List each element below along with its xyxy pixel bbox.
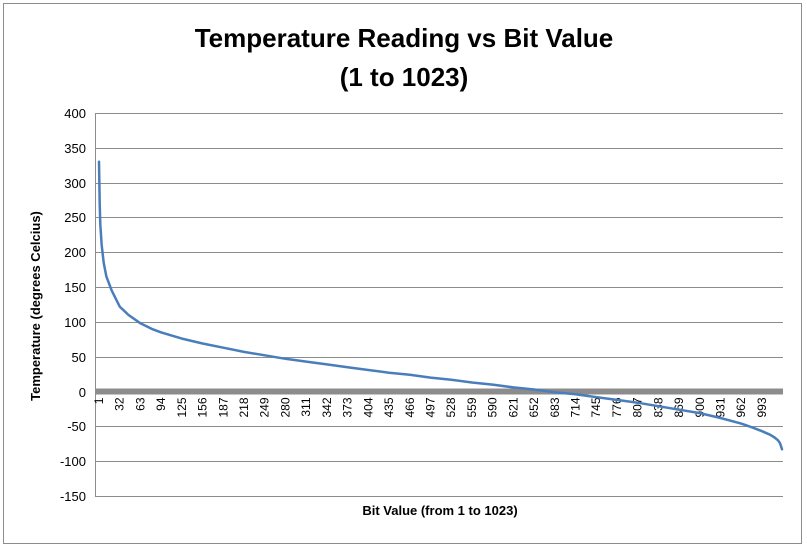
x-tick-label: 32: [113, 397, 127, 411]
x-tick-label: 776: [610, 397, 624, 417]
x-tick-label: 528: [444, 397, 458, 417]
x-tick-label: 63: [133, 397, 147, 411]
x-tick-label: 342: [320, 397, 334, 417]
x-tick-label: 683: [548, 397, 562, 417]
x-tick-label: 466: [403, 397, 417, 417]
y-tick-label: 200: [64, 245, 86, 260]
x-tick-label: 218: [237, 397, 251, 417]
x-tick-label: 94: [154, 397, 168, 411]
x-tick-label: 590: [486, 397, 500, 417]
x-tick-label: 807: [631, 397, 645, 417]
x-tick-label: 962: [734, 397, 748, 417]
x-tick-label: 1: [92, 397, 106, 404]
y-tick-label: 50: [72, 350, 86, 365]
x-tick-label: 869: [672, 397, 686, 417]
y-axis-tick-labels: 400 350 300 250 200 150 100 50 0 -50 -100 -150: [60, 106, 86, 504]
x-tick-label: 652: [527, 397, 541, 417]
y-axis-title: Temperature (degrees Celcius): [28, 211, 43, 401]
x-tick-label: 373: [341, 397, 355, 417]
y-tick-label: 100: [64, 315, 86, 330]
y-tick-label: 400: [64, 106, 86, 121]
x-tick-label: 156: [196, 397, 210, 417]
y-tick-label: 300: [64, 176, 86, 191]
line-chart: Temperature Reading vs Bit Value (1 to 1…: [28, 23, 784, 518]
x-tick-label: 435: [382, 397, 396, 417]
y-tick-label: 150: [64, 280, 86, 295]
gridlines: [95, 113, 783, 497]
x-tick-label: 497: [424, 397, 438, 417]
x-tick-label: 621: [506, 397, 520, 417]
chart-title-line-1: Temperature Reading vs Bit Value: [195, 23, 614, 53]
x-tick-label: 280: [279, 397, 293, 417]
x-tick-label: 125: [175, 397, 189, 417]
x-tick-label: 404: [361, 397, 375, 417]
series-layer: [97, 160, 784, 451]
y-tick-label: -100: [60, 454, 86, 469]
axes: [95, 113, 783, 496]
temperature-series-line: [97, 160, 784, 451]
chart-frame: Temperature Reading vs Bit Value (1 to 1…: [3, 3, 802, 544]
x-tick-label: 993: [755, 397, 769, 417]
chart-title-line-2: (1 to 1023): [340, 62, 469, 92]
y-tick-label: -150: [60, 489, 86, 504]
x-tick-label: 745: [589, 397, 603, 417]
x-axis-tick-labels: 1 32 63 94 125 156 187 218 249 280 311 342 373 404 435…: [92, 397, 769, 417]
x-tick-label: 931: [714, 397, 728, 417]
y-tick-label: 250: [64, 210, 86, 225]
y-tick-label: 350: [64, 141, 86, 156]
x-tick-label: 559: [465, 397, 479, 417]
y-tick-label: -50: [67, 419, 86, 434]
x-axis-title: Bit Value (from 1 to 1023): [362, 503, 517, 518]
x-tick-label: 714: [569, 397, 583, 417]
x-tick-label: 187: [216, 397, 230, 417]
x-tick-label: 311: [299, 397, 313, 416]
y-tick-label: 0: [79, 385, 86, 400]
x-tick-label: 249: [258, 397, 272, 417]
